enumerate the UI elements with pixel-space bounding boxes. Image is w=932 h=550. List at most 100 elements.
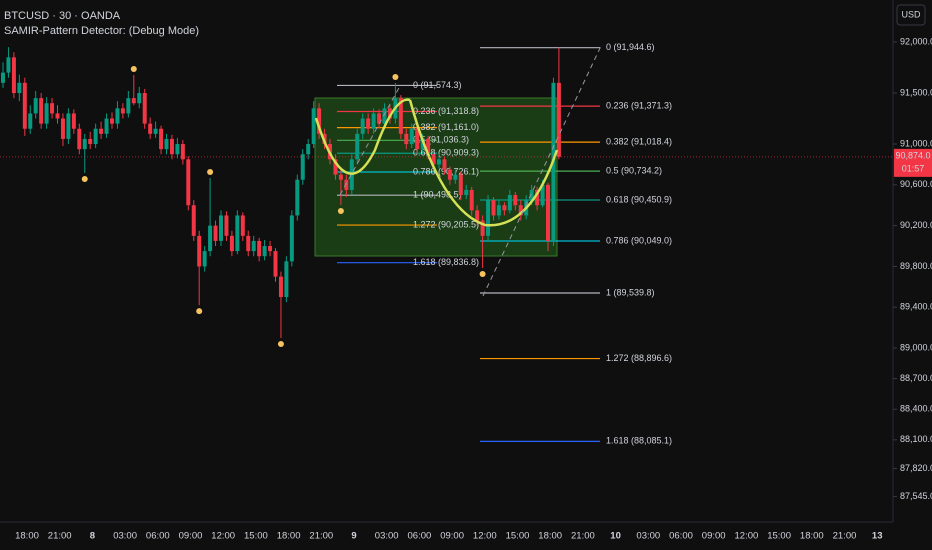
candle-body: [426, 138, 431, 155]
fib-label: 0 (91,574.3): [413, 80, 462, 90]
candle-body: [11, 57, 16, 94]
chart-title: BTCUSD · 30 · OANDA: [4, 10, 121, 22]
candle-body: [496, 205, 501, 216]
candle-body: [382, 108, 387, 124]
candle-body: [246, 235, 251, 252]
fib-label: 1.272 (88,896.6): [606, 353, 672, 363]
candle-body: [420, 138, 425, 150]
candle-body: [284, 261, 289, 298]
indicator-title: SAMIR-Pattern Detector: (Debug Mode): [4, 25, 199, 37]
candle-body: [437, 159, 441, 165]
candle-body: [344, 179, 349, 190]
candle-body: [77, 128, 82, 150]
candle-body: [219, 215, 223, 241]
candle-body: [186, 159, 191, 206]
candle-body: [137, 93, 142, 104]
candle-body: [404, 133, 409, 145]
fib-label: 0.236 (91,318.8): [413, 106, 479, 116]
candle-body: [235, 215, 240, 252]
pivot-dot: [130, 65, 137, 72]
fib-label: 1.272 (90,205.5): [413, 219, 479, 229]
candle-body: [55, 113, 60, 119]
fib-trend-line: [339, 85, 401, 196]
x-tick-label: 15:00: [244, 531, 268, 542]
candle-body: [17, 82, 22, 94]
candle-body: [60, 118, 65, 139]
candle-body: [175, 144, 180, 155]
candle-body: [458, 174, 463, 196]
fib-trend-line: [482, 45, 602, 297]
fib-label: 0 (91,944.6): [606, 42, 655, 52]
candle-body: [202, 251, 207, 267]
candle-body: [387, 108, 392, 119]
x-tick-label: 06:00: [669, 531, 693, 542]
fib-label: 0.382 (91,018.4): [606, 137, 672, 147]
candle-body: [300, 154, 305, 180]
x-tick-label: 21:00: [833, 531, 857, 542]
candle-body: [6, 57, 11, 73]
candle-body: [169, 138, 174, 155]
candle-body: [131, 98, 136, 104]
cup-curve-left: [314, 98, 411, 175]
candle-body: [224, 215, 229, 236]
x-tick-label: 09:00: [179, 531, 203, 542]
x-tick-label: 15:00: [767, 531, 791, 542]
candle-body: [355, 133, 360, 160]
candle-body: [513, 195, 518, 206]
y-tick-label: 92,000.0: [900, 36, 932, 46]
y-tick-label: 88,400.0: [900, 404, 932, 414]
candle-body: [44, 103, 49, 124]
candle-body: [104, 118, 109, 134]
candle-body: [71, 113, 76, 129]
candle-body: [415, 128, 420, 150]
candle-body: [153, 128, 158, 134]
candle-body: [398, 98, 403, 134]
candle-body: [486, 200, 491, 236]
candle-body: [197, 235, 202, 267]
candle-body: [39, 98, 44, 124]
candle-body: [480, 220, 485, 236]
candle-body: [159, 128, 164, 150]
candle-body: [338, 174, 343, 180]
fib-label: 0.5 (90,734.2): [606, 166, 662, 176]
x-tick-label: 03:00: [636, 531, 660, 542]
candle-body: [213, 225, 218, 241]
candle-body: [148, 123, 153, 134]
y-tick-label: 88,100.0: [900, 434, 932, 444]
fib-label: 0.618 (90,450.9): [606, 194, 672, 204]
x-tick-label: 21:00: [309, 531, 333, 542]
y-tick-label: 91,000.0: [900, 138, 932, 148]
pivot-dot: [81, 175, 88, 182]
currency-label: USD: [901, 9, 921, 19]
candle-body: [317, 108, 322, 134]
x-tick-label: 18:00: [277, 531, 301, 542]
y-tick-label: 89,800.0: [900, 261, 932, 271]
candle-body: [453, 174, 458, 180]
x-tick-label: 03:00: [375, 531, 399, 542]
candle-body: [1, 72, 5, 83]
currency-button[interactable]: [896, 4, 926, 26]
candle-body: [257, 240, 262, 257]
candle-body: [28, 113, 33, 129]
candle-body: [333, 159, 338, 175]
x-tick-label: 8: [90, 531, 95, 542]
candle-body: [289, 215, 294, 262]
pivot-dot: [337, 208, 344, 215]
candle-body: [469, 189, 474, 211]
pivot-dot: [277, 341, 284, 348]
candle-body: [268, 246, 273, 252]
x-tick-label: 12:00: [735, 531, 759, 542]
y-tick-label: 90,200.0: [900, 220, 932, 230]
candle-body: [115, 108, 120, 124]
candle-body: [371, 113, 376, 129]
candle-body: [442, 159, 447, 170]
candle-body: [126, 98, 131, 114]
candles: [1, 47, 561, 339]
y-tick-label: 91,500.0: [900, 87, 932, 97]
candle-body: [502, 205, 507, 211]
y-tick-label: 89,400.0: [900, 302, 932, 312]
candle-body: [82, 138, 87, 150]
pivot-dot: [207, 168, 214, 175]
candle-body: [66, 113, 71, 139]
